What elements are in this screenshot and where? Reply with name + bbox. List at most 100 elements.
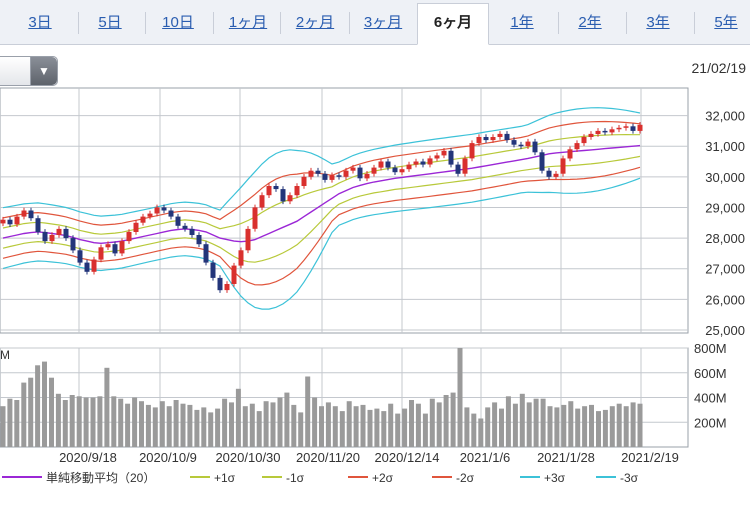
candle-body: [35, 218, 41, 232]
volume-bar: [159, 401, 165, 447]
tab-5-days[interactable]: 5日: [98, 14, 122, 31]
x-tick-label: 2021/1/6: [460, 450, 511, 465]
candle-body: [574, 143, 580, 150]
candle-body: [0, 219, 6, 224]
volume-bar: [132, 397, 138, 447]
candle-body: [203, 244, 209, 263]
tab-separator: [694, 12, 695, 34]
candle-body: [238, 250, 244, 266]
candle-body: [56, 228, 62, 235]
candle-body: [189, 228, 195, 235]
candle-body: [266, 186, 272, 196]
candle-body: [126, 231, 132, 242]
tab-5-years[interactable]: 5年: [714, 14, 738, 31]
volume-bar: [166, 406, 172, 447]
volume-bar: [526, 402, 532, 447]
candle-body: [469, 143, 475, 159]
volume-bar: [388, 403, 394, 447]
candle-body: [231, 265, 237, 284]
candle-body: [546, 170, 552, 177]
tab-1-month[interactable]: 1ヶ月: [228, 14, 268, 31]
volume-bar: [443, 395, 449, 447]
price-tick-label: 27,000: [705, 262, 745, 277]
candle-body: [161, 207, 167, 211]
candle-body: [252, 207, 258, 229]
volume-bar: [277, 397, 283, 447]
candle-body: [504, 133, 510, 140]
volume-bar: [409, 400, 414, 447]
volume-bar: [173, 400, 179, 447]
candle-body: [91, 259, 97, 272]
candle-body: [406, 164, 412, 170]
volume-bar: [395, 413, 401, 447]
candle-body: [364, 173, 370, 179]
plus-2-sigma-line: [2, 120, 641, 226]
volume-bar: [0, 406, 6, 447]
candle-body: [105, 244, 111, 248]
x-tick-label: 2020/9/18: [59, 450, 117, 465]
tab-1-year[interactable]: 1年: [510, 14, 534, 31]
tab-separator: [78, 12, 79, 34]
legend-label: -1σ: [286, 471, 305, 485]
volume-bar: [568, 401, 574, 447]
candle-body: [539, 152, 545, 171]
volume-bar: [298, 412, 304, 447]
candle-body: [609, 129, 615, 133]
tab-3-years[interactable]: 3年: [646, 14, 670, 31]
volume-bar: [464, 407, 470, 447]
tab-3-days[interactable]: 3日: [28, 14, 52, 31]
bollinger-bands: [2, 107, 641, 310]
tab-3-months[interactable]: 3ヶ月: [363, 14, 403, 31]
volume-bar: [222, 398, 228, 447]
volume-bar: [450, 392, 456, 447]
x-tick-label: 2021/2/19: [621, 450, 679, 465]
tab-2-months[interactable]: 2ヶ月: [295, 14, 335, 31]
volume-bar: [125, 403, 131, 447]
chevron-down-icon[interactable]: ▼: [30, 57, 57, 85]
price-tick-label: 28,000: [705, 231, 745, 246]
price-tick-label: 26,000: [705, 292, 745, 307]
volume-bar: [208, 412, 214, 447]
volume-bar: [630, 402, 636, 447]
candle-body: [98, 247, 104, 260]
volume-tick-label: 600M: [694, 366, 727, 381]
volume-bar: [28, 377, 34, 447]
candle-body: [588, 133, 594, 137]
candle-body: [336, 175, 342, 177]
candle-body: [133, 222, 139, 232]
x-tick-label: 2020/11/20: [296, 450, 360, 465]
volume-bar: [312, 397, 318, 447]
volume-bar: [402, 408, 408, 447]
tab-6-months[interactable]: 6ヶ月: [417, 3, 489, 45]
indicator-select[interactable]: ▼: [0, 56, 58, 86]
candle-body: [119, 241, 125, 254]
volume-bar: [284, 392, 290, 447]
candle-body: [399, 169, 405, 173]
volume-bar: [325, 402, 331, 447]
volume-bar: [139, 401, 144, 447]
volume-bar: [575, 408, 581, 447]
candle-body: [392, 167, 398, 173]
candle-body: [259, 195, 265, 208]
tab-10-days[interactable]: 10日: [162, 14, 194, 31]
candle-body: [616, 127, 622, 130]
x-tick-label: 2020/10/9: [139, 450, 197, 465]
tab-2-years[interactable]: 2年: [578, 14, 602, 31]
volume-bar: [215, 408, 221, 447]
volume-bar: [415, 403, 421, 447]
volume-bar: [346, 401, 352, 447]
volume-bar: [7, 398, 13, 447]
volume-bar: [76, 396, 82, 447]
candle-body: [245, 228, 251, 251]
candle-body: [476, 137, 482, 144]
candle-body: [175, 216, 181, 226]
tab-separator: [145, 12, 146, 34]
volume-bar: [332, 406, 338, 447]
legend-label: +1σ: [214, 471, 236, 485]
volume-bar: [582, 406, 588, 447]
price-grid: [0, 87, 689, 334]
minus-2-sigma-line: [2, 166, 641, 286]
candle-body: [308, 170, 314, 177]
volume-tick-label: 800M: [694, 341, 727, 356]
candle-body: [42, 231, 48, 242]
